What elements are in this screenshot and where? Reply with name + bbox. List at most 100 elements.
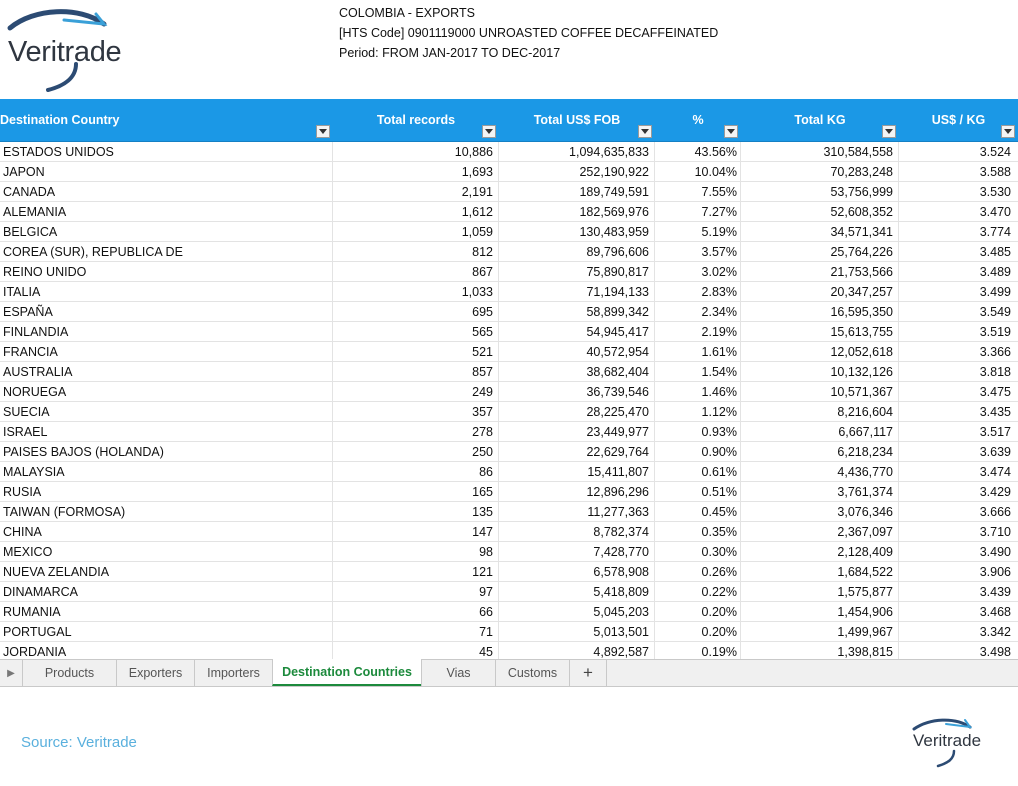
table-cell[interactable]: 3.474 (979, 465, 1011, 479)
table-cell[interactable]: 3.485 (979, 245, 1011, 259)
table-cell[interactable]: 6,218,234 (741, 442, 899, 461)
table-cell[interactable]: MEXICO (0, 542, 333, 561)
table-cell[interactable]: CANADA (0, 182, 333, 201)
table-cell[interactable]: 3.366 (979, 345, 1011, 359)
table-cell[interactable]: 3.57% (655, 242, 741, 261)
table-cell[interactable]: 3.489 (979, 265, 1011, 279)
table-cell[interactable]: 812 (333, 242, 499, 261)
table-cell[interactable]: 43.56% (655, 142, 741, 161)
table-cell[interactable]: 98 (333, 542, 499, 561)
table-row[interactable]: ISRAEL 278 23,449,977 0.93% 6,667,117 3.517 (0, 422, 1018, 442)
table-cell[interactable]: 10.04% (655, 162, 741, 181)
tab-customs[interactable]: Customs (495, 660, 569, 686)
table-cell[interactable]: 5,013,501 (499, 622, 655, 641)
table-cell[interactable]: 1,398,815 (741, 642, 899, 659)
table-cell[interactable]: 5,418,809 (499, 582, 655, 601)
table-cell[interactable]: 0.93% (655, 422, 741, 441)
table-cell[interactable]: CHINA (0, 522, 333, 541)
table-cell[interactable]: PORTUGAL (0, 622, 333, 641)
table-row[interactable]: RUSIA 165 12,896,296 0.51% 3,761,374 3.429 (0, 482, 1018, 502)
table-row[interactable]: JORDANIA 45 4,892,587 0.19% 1,398,815 3.498 (0, 642, 1018, 659)
table-cell[interactable]: RUMANIA (0, 602, 333, 621)
table-cell[interactable]: 3.499 (979, 285, 1011, 299)
table-cell[interactable]: RUSIA (0, 482, 333, 501)
table-cell[interactable]: 10,571,367 (741, 382, 899, 401)
table-cell[interactable]: 5.19% (655, 222, 741, 241)
table-cell[interactable]: 1.54% (655, 362, 741, 381)
table-cell[interactable]: 11,277,363 (499, 502, 655, 521)
table-cell[interactable]: 7,428,770 (499, 542, 655, 561)
table-cell[interactable]: 21,753,566 (741, 262, 899, 281)
table-cell[interactable]: 3.517 (979, 425, 1011, 439)
table-cell[interactable]: 357 (333, 402, 499, 421)
table-cell[interactable]: 8,216,604 (741, 402, 899, 421)
table-cell[interactable]: 22,629,764 (499, 442, 655, 461)
table-cell[interactable]: 165 (333, 482, 499, 501)
table-cell[interactable]: 3.02% (655, 262, 741, 281)
table-cell[interactable]: 1.61% (655, 342, 741, 361)
table-cell[interactable]: FINLANDIA (0, 322, 333, 341)
filter-dropdown-button[interactable] (1001, 125, 1015, 138)
table-cell[interactable]: 0.51% (655, 482, 741, 501)
table-cell[interactable]: 2,128,409 (741, 542, 899, 561)
table-cell[interactable]: 278 (333, 422, 499, 441)
table-cell[interactable]: 135 (333, 502, 499, 521)
table-row[interactable]: TAIWAN (FORMOSA) 135 11,277,363 0.45% 3,076,… (0, 502, 1018, 522)
table-cell[interactable]: COREA (SUR), REPUBLICA DE (0, 242, 333, 261)
table-cell[interactable]: 66 (333, 602, 499, 621)
table-cell[interactable]: TAIWAN (FORMOSA) (0, 502, 333, 521)
table-cell[interactable]: 695 (333, 302, 499, 321)
table-cell[interactable]: 40,572,954 (499, 342, 655, 361)
table-cell[interactable]: 23,449,977 (499, 422, 655, 441)
table-row[interactable]: FINLANDIA 565 54,945,417 2.19% 15,613,755 3.5… (0, 322, 1018, 342)
table-row[interactable]: ESPAÑA 695 58,899,342 2.34% 16,595,350 3.549 (0, 302, 1018, 322)
table-cell[interactable]: 3.906 (979, 565, 1011, 579)
table-row[interactable]: FRANCIA 521 40,572,954 1.61% 12,052,618 3.366 (0, 342, 1018, 362)
table-cell[interactable]: 0.30% (655, 542, 741, 561)
filter-dropdown-button[interactable] (882, 125, 896, 138)
table-cell[interactable]: 250 (333, 442, 499, 461)
table-cell[interactable]: ITALIA (0, 282, 333, 301)
table-cell[interactable]: 121 (333, 562, 499, 581)
table-cell[interactable]: 28,225,470 (499, 402, 655, 421)
table-cell[interactable]: 1,094,635,833 (499, 142, 655, 161)
table-cell[interactable]: 3.524 (979, 145, 1011, 159)
table-cell[interactable]: 3.588 (979, 165, 1011, 179)
table-cell[interactable]: 0.20% (655, 622, 741, 641)
table-cell[interactable]: 3.530 (979, 185, 1011, 199)
table-row[interactable]: PAISES BAJOS (HOLANDA) 250 22,629,764 0.90%… (0, 442, 1018, 462)
table-cell[interactable]: PAISES BAJOS (HOLANDA) (0, 442, 333, 461)
table-cell[interactable]: 58,899,342 (499, 302, 655, 321)
table-cell[interactable]: 249 (333, 382, 499, 401)
table-cell[interactable]: 2,367,097 (741, 522, 899, 541)
table-cell[interactable]: 54,945,417 (499, 322, 655, 341)
table-cell[interactable]: 25,764,226 (741, 242, 899, 261)
table-row[interactable]: PORTUGAL 71 5,013,501 0.20% 1,499,967 3.342 (0, 622, 1018, 642)
table-cell[interactable]: 3.342 (979, 625, 1011, 639)
table-cell[interactable]: 1.12% (655, 402, 741, 421)
table-cell[interactable]: 97 (333, 582, 499, 601)
table-cell[interactable]: 0.90% (655, 442, 741, 461)
table-row[interactable]: ALEMANIA 1,612 182,569,976 7.27% 52,608,352 3… (0, 202, 1018, 222)
table-row[interactable]: ESTADOS UNIDOS 10,886 1,094,635,833 43.56% 3… (0, 142, 1018, 162)
table-cell[interactable]: 130,483,959 (499, 222, 655, 241)
table-row[interactable]: DINAMARCA 97 5,418,809 0.22% 1,575,877 3.439 (0, 582, 1018, 602)
table-cell[interactable]: 52,608,352 (741, 202, 899, 221)
table-cell[interactable]: 71,194,133 (499, 282, 655, 301)
table-row[interactable]: NORUEGA 249 36,739,546 1.46% 10,571,367 3.475 (0, 382, 1018, 402)
table-row[interactable]: MALAYSIA 86 15,411,807 0.61% 4,436,770 3.474 (0, 462, 1018, 482)
filter-dropdown-button[interactable] (638, 125, 652, 138)
table-cell[interactable]: 3.710 (979, 525, 1011, 539)
tab-importers[interactable]: Importers (194, 660, 272, 686)
table-cell[interactable]: 71 (333, 622, 499, 641)
table-cell[interactable]: 1.46% (655, 382, 741, 401)
table-cell[interactable]: 3.490 (979, 545, 1011, 559)
table-cell[interactable]: ESPAÑA (0, 302, 333, 321)
table-cell[interactable]: 1,575,877 (741, 582, 899, 601)
table-cell[interactable]: 2.83% (655, 282, 741, 301)
table-cell[interactable]: 857 (333, 362, 499, 381)
filter-dropdown-button[interactable] (316, 125, 330, 138)
table-cell[interactable]: 86 (333, 462, 499, 481)
table-cell[interactable]: 3.818 (979, 365, 1011, 379)
table-cell[interactable]: 34,571,341 (741, 222, 899, 241)
